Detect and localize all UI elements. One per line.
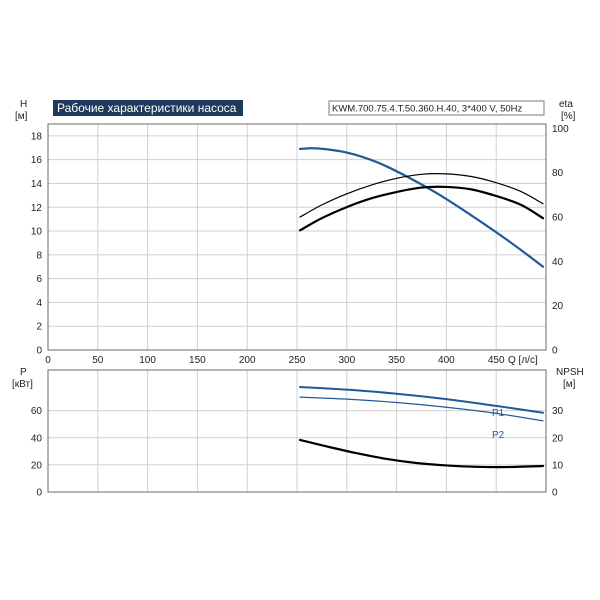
- y-tick-label-right: 0: [552, 346, 558, 357]
- bottom-series-line-1: [299, 396, 544, 422]
- y-tick-label-right: 10: [552, 460, 564, 471]
- model-label-box: [328, 100, 545, 116]
- series-label-p2: P2: [492, 430, 505, 441]
- y-tick-label-left: 14: [31, 179, 43, 190]
- y-tick-label-left: 40: [31, 433, 43, 444]
- y-axis-unit-npsh: [м]: [563, 379, 576, 390]
- y-axis-unit-eta: [%]: [561, 111, 576, 122]
- y-tick-label-right: 40: [552, 257, 564, 268]
- x-tick-label: 200: [239, 355, 256, 366]
- x-tick-label: 300: [338, 355, 355, 366]
- y-axis-title-p: P: [20, 367, 27, 378]
- y-axis-unit-p: [кВт]: [12, 379, 33, 390]
- bottom-series-line-2: [298, 438, 545, 469]
- y-tick-label-left: 12: [31, 203, 43, 214]
- top-series-line-1: [299, 173, 544, 218]
- x-tick-label: 250: [289, 355, 306, 366]
- bottom-series-group: [298, 385, 545, 469]
- y-tick-label-left: 4: [36, 298, 42, 309]
- x-tick-label: 450: [488, 355, 505, 366]
- bottom-grid: [48, 370, 546, 492]
- top-series-group: [298, 147, 545, 268]
- x-tick-label: 150: [189, 355, 206, 366]
- x-tick-label: 400: [438, 355, 455, 366]
- top-grid: [48, 124, 546, 350]
- chart-title: Рабочие характеристики насоса: [57, 101, 237, 115]
- y-tick-label-left: 18: [31, 131, 43, 142]
- x-tick-label: 0: [45, 355, 51, 366]
- y-axis-unit-h: [м]: [15, 111, 28, 122]
- y-tick-label-right: 20: [552, 301, 564, 312]
- top-plot-frame: [47, 123, 547, 351]
- top-series-line-2: [298, 185, 545, 232]
- y-tick-label-left: 2: [36, 322, 42, 333]
- y-tick-label-left: 8: [36, 250, 42, 261]
- y-axis-title-h: H: [20, 99, 27, 110]
- y-tick-label-left: 60: [31, 406, 43, 417]
- x-tick-label: 350: [388, 355, 405, 366]
- bottom-series-line-0: [298, 385, 545, 414]
- y-tick-label-right: 20: [552, 433, 564, 444]
- y-tick-label-right: 0: [552, 488, 558, 499]
- y-tick-label-right: 60: [552, 213, 564, 224]
- top-series-line-0: [298, 147, 545, 268]
- x-tick-label: 50: [92, 355, 104, 366]
- series-label-p1: P1: [492, 408, 505, 419]
- y-tick-label-right: 100: [552, 124, 569, 135]
- x-axis-title: Q [л/с]: [508, 355, 538, 366]
- y-axis-title-eta: eta: [559, 99, 573, 110]
- y-tick-label-left: 10: [31, 227, 43, 238]
- y-tick-label-right: 80: [552, 168, 564, 179]
- x-tick-label: 100: [139, 355, 156, 366]
- y-tick-label-right: 30: [552, 406, 564, 417]
- y-tick-label-left: 0: [36, 346, 42, 357]
- y-tick-label-left: 0: [36, 488, 42, 499]
- y-tick-label-left: 16: [31, 155, 43, 166]
- y-tick-label-left: 20: [31, 460, 43, 471]
- y-tick-label-left: 6: [36, 274, 42, 285]
- bottom-plot-frame: [47, 369, 547, 493]
- y-axis-title-npsh: NPSH: [556, 367, 584, 378]
- model-label: KWM.700.75.4.T.50.360.H.40, 3*400 V, 50H…: [332, 104, 523, 115]
- chart-title-background: [53, 100, 243, 116]
